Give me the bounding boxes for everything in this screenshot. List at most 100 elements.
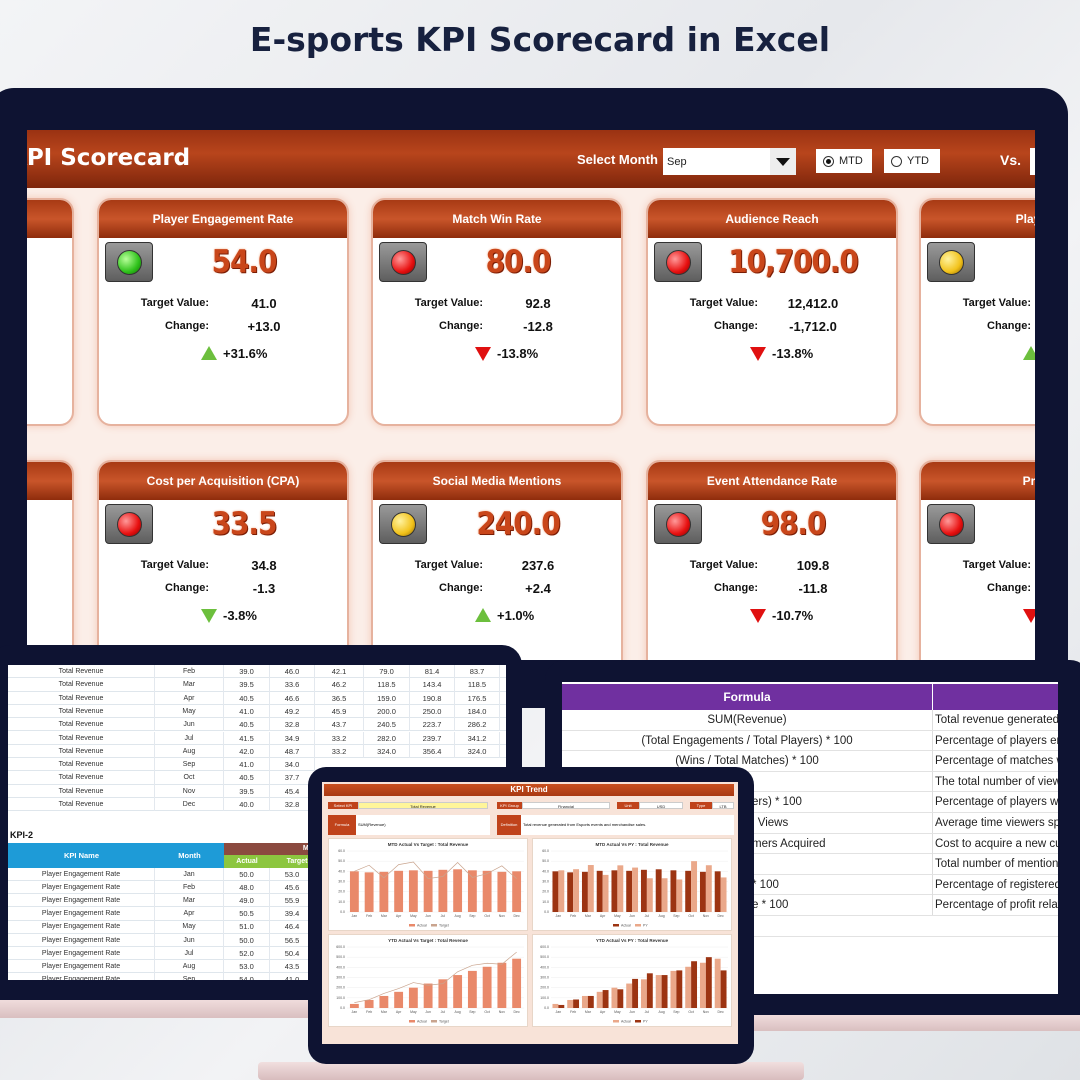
red-light-icon bbox=[666, 250, 691, 275]
target-label: Target Value: bbox=[689, 559, 758, 571]
kpi-value: 33.5 bbox=[211, 506, 278, 542]
kpi-value: 98.0 bbox=[760, 506, 827, 542]
change-percent: -10.7% bbox=[772, 608, 814, 623]
change-percent: +31.6% bbox=[223, 346, 268, 361]
x-tick-label: Jul bbox=[645, 914, 650, 918]
change-label: Change: bbox=[165, 582, 209, 594]
chart-title: YTD Actual Vs PY : Total Revenue bbox=[595, 938, 669, 943]
cell-value: 41.0 bbox=[224, 758, 270, 772]
status-light bbox=[379, 504, 427, 544]
y-tick-label: 100.0 bbox=[336, 996, 345, 1000]
yellow-light-icon bbox=[939, 250, 964, 275]
kpi-value: 80.0 bbox=[485, 244, 552, 280]
x-tick-label: Mar bbox=[585, 1010, 592, 1014]
change-value: -1.3 bbox=[252, 581, 276, 596]
legend-label: Target bbox=[439, 924, 449, 928]
page-title: E-sports KPI Scorecard in Excel bbox=[249, 20, 831, 59]
kpi-value: 10,700.0 bbox=[728, 244, 859, 280]
bar bbox=[705, 957, 712, 1008]
definition-row: (Wins / Total Matches) * 100 Percentage o… bbox=[562, 751, 1058, 772]
formula-label: Formula bbox=[328, 815, 356, 835]
cell-kpi-name: Player Engagement Rate bbox=[8, 946, 155, 960]
kpi-group-value: Financial bbox=[522, 802, 610, 809]
cell-value: 48.0 bbox=[224, 881, 270, 895]
cell-value: 240.5 bbox=[364, 718, 410, 732]
cell-value: 83.7 bbox=[455, 665, 500, 679]
x-tick-label: May bbox=[614, 914, 621, 918]
bar bbox=[512, 871, 522, 912]
bar bbox=[676, 970, 683, 1008]
arrow-down-icon bbox=[1023, 609, 1035, 623]
month-value: Sep bbox=[667, 155, 687, 168]
legend-label: Actual bbox=[621, 924, 631, 928]
kpi2-header: KPI Name Month bbox=[8, 843, 224, 868]
cell-month: Jul bbox=[155, 946, 224, 960]
kpi-card: Profit M Target Value: Change: bbox=[919, 460, 1035, 660]
x-tick-label: Aug bbox=[659, 1010, 665, 1014]
cell-kpi-name: Total Revenue bbox=[8, 678, 155, 692]
table-row: Total Revenue Aug 42.0 48.7 33.2 324.0 356.4 32… bbox=[8, 744, 506, 759]
y-tick-label: 0.0 bbox=[544, 1006, 549, 1010]
bar bbox=[626, 983, 633, 1008]
cell-month: Oct bbox=[155, 771, 224, 785]
cell-value: 118.5 bbox=[364, 678, 410, 692]
type-value: LTB bbox=[712, 802, 734, 809]
target-line bbox=[354, 861, 517, 880]
kpi-card: Cost per Acquisition (CPA) 33.5 Target V… bbox=[97, 460, 349, 660]
card-title: Profit M bbox=[921, 462, 1035, 500]
change-label: Change: bbox=[439, 320, 483, 332]
y-tick-label: 500.0 bbox=[336, 955, 345, 959]
definition-row: e * 100 Percentage of profit relat bbox=[562, 895, 1058, 916]
vs-dropdown[interactable] bbox=[1030, 148, 1035, 175]
radio-selected-icon bbox=[823, 155, 834, 167]
red-light-icon bbox=[117, 512, 142, 537]
tablet-base bbox=[258, 1062, 804, 1080]
cell-value: 49.0 bbox=[224, 894, 270, 908]
cell-kpi-name: Player Engagement Rate bbox=[8, 881, 155, 895]
bar bbox=[646, 878, 653, 912]
green-light-icon bbox=[117, 250, 142, 275]
target-value: 237.6 bbox=[521, 558, 555, 573]
cell-value: 53.0 bbox=[224, 959, 270, 973]
definition-row: (Total Engagements / Total Players) * 10… bbox=[562, 730, 1058, 752]
target-label: Target Value: bbox=[140, 559, 209, 571]
month-dropdown[interactable]: Sep bbox=[663, 148, 796, 175]
red-light-icon bbox=[391, 250, 416, 275]
change-percent: -13.8% bbox=[497, 346, 539, 361]
kpi-card-partial bbox=[27, 460, 74, 660]
bar bbox=[691, 961, 698, 1008]
bar bbox=[587, 865, 594, 912]
bar bbox=[596, 991, 603, 1008]
card-title: Social Media Mentions bbox=[373, 462, 621, 500]
bar bbox=[552, 1003, 559, 1008]
x-tick-label: Mar bbox=[585, 914, 592, 918]
x-tick-label: Mar bbox=[381, 914, 388, 918]
x-tick-label: Nov bbox=[499, 914, 505, 918]
mtd-radio[interactable]: MTD bbox=[816, 149, 872, 173]
cell-value: 33.2 bbox=[315, 731, 364, 745]
bar bbox=[699, 871, 706, 912]
x-tick-label: Sep bbox=[469, 1010, 475, 1014]
bar bbox=[379, 995, 389, 1008]
cell-month: Mar bbox=[155, 678, 224, 692]
cell-kpi-name: Total Revenue bbox=[8, 744, 155, 759]
red-light-icon bbox=[939, 512, 964, 537]
x-tick-label: Feb bbox=[570, 1010, 576, 1014]
cell-value: 50.5 bbox=[224, 907, 270, 921]
type-label: Type bbox=[690, 802, 712, 809]
card-header bbox=[27, 462, 72, 500]
change-label: Change: bbox=[714, 320, 758, 332]
cell-value: 356.4 bbox=[410, 744, 455, 759]
change-label: Change: bbox=[714, 582, 758, 594]
x-tick-label: May bbox=[614, 1010, 621, 1014]
cell-value: 41.5 bbox=[224, 731, 270, 745]
x-tick-label: Sep bbox=[673, 914, 679, 918]
formula-cell: * 100 bbox=[752, 878, 779, 891]
chart-svg: 0.0 10.0 20.0 30.0 40.0 50.0 60.0 Jan Feb Mar Apr M… bbox=[542, 849, 728, 928]
select-kpi-dropdown[interactable]: Total Revenue bbox=[358, 802, 488, 809]
description-cell: The total number of view bbox=[932, 771, 1058, 792]
ytd-radio[interactable]: YTD bbox=[884, 149, 940, 173]
bar bbox=[714, 871, 721, 912]
bar bbox=[379, 871, 389, 912]
chevron-down-icon[interactable] bbox=[770, 148, 796, 175]
